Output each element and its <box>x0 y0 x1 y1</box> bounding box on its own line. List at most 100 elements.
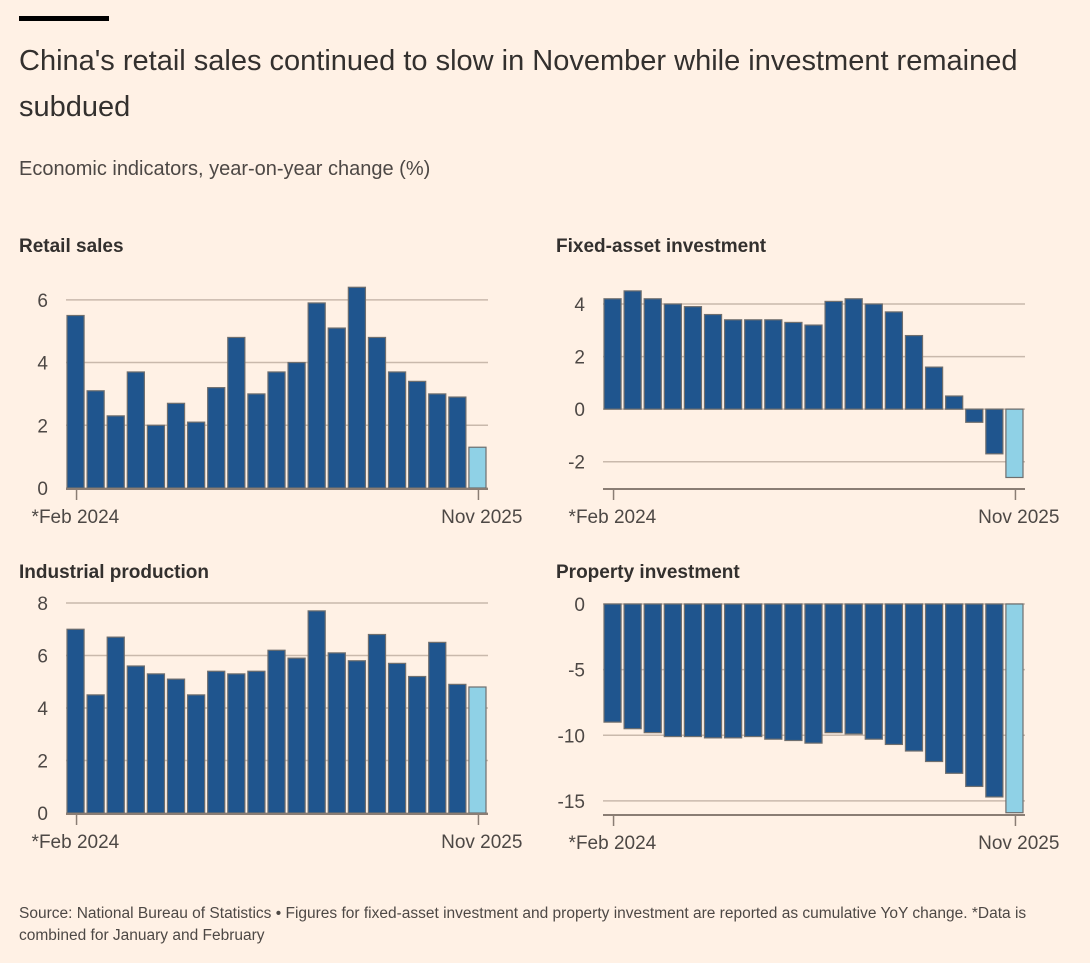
bar <box>703 603 723 739</box>
panel-title-retail-sales: Retail sales <box>19 236 124 257</box>
bar <box>764 603 783 740</box>
bar <box>945 603 964 774</box>
bar <box>207 670 226 814</box>
panel-title-property-investment: Property investment <box>556 562 740 583</box>
top-rule <box>19 16 109 21</box>
bar <box>126 371 145 489</box>
bar <box>347 286 367 489</box>
bar <box>663 303 682 410</box>
bar <box>985 603 1004 798</box>
y-tick-label: 0 <box>574 595 585 616</box>
chart-title: China's retail sales continued to slow i… <box>19 45 1018 123</box>
bar <box>623 290 642 410</box>
bar <box>387 662 407 814</box>
bar <box>327 652 346 814</box>
bar <box>723 319 743 410</box>
bar <box>247 670 266 814</box>
chart-industrial-production: 0 2 4 6 8 *Feb 2024 Nov 2025 <box>32 594 523 853</box>
x-start-label: *Feb 2024 <box>569 507 657 528</box>
bar <box>824 300 843 410</box>
source-footnote: Source: National Bureau of Statistics • … <box>19 905 1027 944</box>
bar <box>428 641 447 814</box>
bar <box>146 424 166 489</box>
bar <box>744 603 763 738</box>
bar-highlight <box>1005 408 1024 479</box>
bar <box>924 366 944 410</box>
bar <box>884 603 904 746</box>
bar <box>723 603 743 739</box>
y-tick-label: 2 <box>37 752 48 773</box>
bar <box>904 334 924 410</box>
chart-fixed-asset-investment: -2 0 2 4 *Feb 2024 Nov 2025 <box>568 290 1059 528</box>
bar <box>864 603 883 740</box>
bar <box>844 298 863 410</box>
bar <box>864 303 883 410</box>
y-tick-label: 4 <box>37 699 48 720</box>
y-tick-label: 2 <box>574 348 585 369</box>
bar <box>448 683 467 814</box>
y-tick-label: 6 <box>37 291 48 312</box>
bar <box>683 603 703 738</box>
bar <box>66 314 85 489</box>
bar <box>307 302 326 489</box>
bar <box>804 324 823 410</box>
x-end-label: Nov 2025 <box>978 507 1059 528</box>
bar <box>126 665 145 814</box>
bar <box>643 603 662 734</box>
bar <box>965 603 984 788</box>
y-tick-label: 4 <box>574 295 585 316</box>
bar <box>603 298 622 410</box>
bar <box>744 319 763 410</box>
bar <box>166 678 186 814</box>
bar <box>227 673 246 814</box>
y-tick-label: 4 <box>37 354 48 375</box>
bar <box>247 393 266 489</box>
x-end-label: Nov 2025 <box>441 832 522 853</box>
y-tick-label: 0 <box>574 400 585 421</box>
bar <box>884 311 904 410</box>
bar <box>824 603 843 734</box>
bar <box>643 298 662 410</box>
x-start-label: *Feb 2024 <box>32 507 120 528</box>
bar <box>985 408 1004 455</box>
y-tick-label: -5 <box>568 661 585 682</box>
bar <box>924 603 944 763</box>
bar <box>703 313 723 410</box>
bar <box>367 336 387 489</box>
bar-highlight <box>468 686 487 814</box>
y-tick-label: 0 <box>37 479 48 500</box>
bar <box>86 694 105 814</box>
bar <box>683 306 703 410</box>
bar <box>945 395 964 410</box>
bar <box>86 390 105 489</box>
bar <box>387 371 407 489</box>
x-start-label: *Feb 2024 <box>569 833 657 854</box>
bar <box>186 421 206 489</box>
x-end-label: Nov 2025 <box>441 507 522 528</box>
bar <box>965 408 984 423</box>
bar <box>804 603 823 744</box>
y-tick-label: 0 <box>37 804 48 825</box>
panel-title-fixed-asset-investment: Fixed-asset investment <box>556 236 767 257</box>
bar <box>764 319 783 410</box>
x-start-label: *Feb 2024 <box>32 832 120 853</box>
y-tick-label: -2 <box>568 453 585 474</box>
bar <box>146 673 166 814</box>
y-tick-label: -15 <box>558 792 585 813</box>
bar <box>408 380 427 489</box>
bar <box>663 603 682 738</box>
bar <box>844 603 863 735</box>
y-tick-label: 2 <box>37 416 48 437</box>
chart-property-investment: -15 -10 -5 0 *Feb 2024 Nov 2025 <box>558 595 1060 854</box>
chart-subtitle: Economic indicators, year-on-year change… <box>19 158 431 180</box>
bar <box>448 396 467 489</box>
bar <box>784 321 803 410</box>
bar <box>267 649 286 814</box>
y-tick-label: -10 <box>558 726 585 747</box>
bar <box>287 657 306 814</box>
bar <box>106 636 125 814</box>
bar <box>603 603 622 723</box>
panel-title-industrial-production: Industrial production <box>19 562 209 583</box>
bar <box>623 603 642 730</box>
bar <box>106 415 125 489</box>
